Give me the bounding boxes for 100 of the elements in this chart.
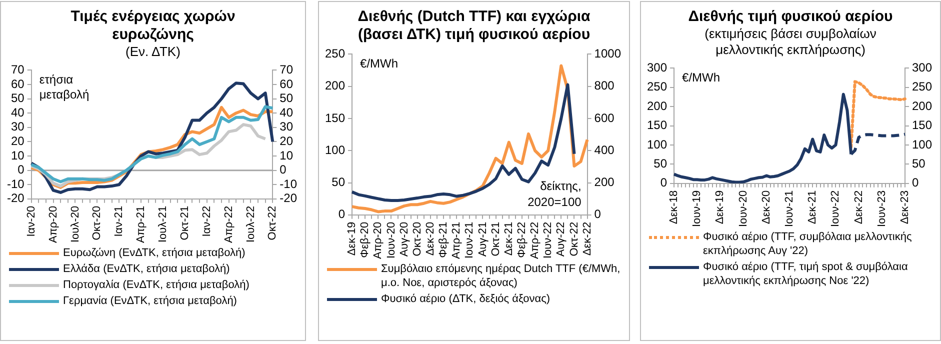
y2-tick-label: -20 [280, 191, 298, 206]
y2-tick-label: 1000 [594, 46, 622, 61]
y2-tick-label: 50 [912, 156, 926, 171]
y2-tick-label: 600 [594, 110, 615, 125]
x-tick-label: Ιαν-20 [25, 206, 38, 237]
y2-tick-label: 100 [912, 137, 932, 152]
y2-tick-label: 200 [912, 98, 932, 113]
y-axis-title: ετήσια μεταβολή [39, 72, 90, 102]
x-tick-label: Απρ-22 [222, 206, 235, 244]
legend-label: Γερμανία (ΕνΔΤΚ, ετήσια μεταβολή) [63, 294, 237, 308]
y-tick-label: 30 [10, 120, 25, 134]
y2-tick-label: 150 [912, 118, 932, 132]
y-tick-label: -20 [7, 191, 25, 206]
x-tick-label: Ιουν-20 [385, 222, 398, 259]
x-tick-label: Φεβ-20 [359, 222, 372, 258]
y2-tick-label: 0 [280, 162, 287, 177]
x-tick-label: Δεκ-20 [760, 190, 772, 224]
x-tick-label: Δεκ-22 [852, 190, 865, 224]
legend-label: Ευρωζώνη (ΕνΔΤΚ, ετήσια μεταβολή) [63, 246, 246, 260]
chart-subtitle: (εκτιμήσεις βάσει συμβολαίων μελλοντικής εκπλήρωσης) [704, 26, 878, 58]
x-tick-label: Οκτ-22 [568, 222, 580, 256]
x-tick-label: Ιαν-22 [200, 206, 213, 237]
legend-label: Φυσικό αέριο (ΔΤΚ, δεξιός άξονας) [381, 292, 550, 306]
y-tick-label: 50 [10, 91, 25, 106]
y-tick-label: 50 [654, 156, 668, 171]
y2-tick-label: 60 [280, 76, 294, 91]
x-tick-label: Ιουν-21 [784, 190, 796, 228]
x-tick-label: Απρ-21 [450, 222, 463, 260]
x-tick-label: Απρ-22 [529, 222, 542, 260]
x-tick-label: Δεκ-19 [714, 190, 726, 224]
y-tick-label: 150 [646, 118, 668, 132]
x-tick-label: Δεκ-18 [668, 190, 680, 224]
chart-subtitle: (Εν. ΔΤΚ) [124, 44, 182, 60]
y-tick-label: 0 [660, 176, 668, 190]
x-tick-label: Απρ-20 [47, 206, 60, 244]
y2-tick-label: 40 [280, 105, 294, 120]
y-tick-label: 150 [324, 110, 346, 125]
y2-tick-label: 50 [280, 91, 294, 106]
y-tick-label: 200 [646, 98, 668, 113]
y2-axis-title: δείκτης, 2020=100 [528, 179, 582, 210]
y-axis-title: €/MWh [682, 70, 720, 85]
chart-title: Διεθνής τιμή φυσικού αερίου [687, 8, 894, 26]
x-tick-label: Φεβ-21 [438, 222, 450, 258]
x-tick-label: Ιαν-21 [113, 206, 126, 237]
y-tick-label: 0 [338, 207, 346, 222]
chart-title: Τιμές ενέργειας χωρών ευρωζώνης [70, 8, 236, 44]
x-tick-label: Δεκ-20 [424, 222, 436, 256]
x-tick-label: Δεκ-21 [502, 222, 515, 256]
y-tick-label: 10 [10, 148, 25, 162]
y2-tick-label: 20 [280, 134, 294, 148]
y-tick-label: 20 [10, 134, 25, 148]
x-tick-label: Οκτ-22 [266, 206, 279, 240]
x-tick-label: Αυγ-20 [398, 222, 410, 257]
y2-tick-label: 0 [594, 207, 602, 222]
y-tick-label: 50 [332, 175, 346, 190]
y-tick-label: 70 [10, 62, 25, 77]
x-tick-label: Οκτ-21 [490, 222, 502, 256]
legend-label: Πορτογαλία (ΕνΔΤΚ, ετήσια μεταβολή) [63, 278, 250, 292]
y2-tick-label: -10 [280, 176, 298, 191]
y2-tick-label: 0 [912, 176, 919, 190]
legend-label: Συμβόλαιο επόμενης ημέρας Dutch TTF (€/MWh, μ.ο. Νοε, αριστερός άξονας) [381, 262, 621, 290]
x-tick-label: Αυγ-21 [476, 222, 489, 257]
x-tick-label: Οκτ-20 [411, 222, 424, 256]
y-tick-label: 200 [324, 78, 346, 93]
x-tick-label: Δεκ-22 [581, 222, 594, 256]
x-tick-label: Απρ-21 [135, 206, 148, 244]
y-tick-label: 0 [18, 162, 25, 177]
legend-label: Φυσικό αέριο (TTF, συμβόλαια μελλοντικής εκπλήρωσης Αυγ '22) [703, 230, 913, 258]
line-series [850, 80, 906, 148]
y2-tick-label: 300 [912, 60, 932, 75]
x-tick-label: Οκτ-20 [91, 206, 104, 240]
y2-tick-label: 800 [594, 78, 615, 93]
x-tick-label: Ιουν-23 [876, 190, 888, 228]
y2-tick-label: 30 [280, 120, 294, 134]
x-tick-label: Ιουν-20 [737, 190, 750, 228]
y-tick-label: 60 [10, 76, 25, 91]
x-tick-label: Ιουλ-21 [157, 206, 169, 243]
x-tick-label: Δεκ-21 [806, 190, 819, 224]
y-axis-title: €/MWh [360, 56, 398, 71]
x-tick-label: Οκτ-21 [178, 206, 191, 240]
y2-tick-label: 200 [594, 175, 615, 190]
y-tick-label: 100 [646, 137, 668, 152]
x-tick-label: Ιουλ-20 [69, 206, 82, 243]
y2-tick-label: 10 [280, 148, 294, 162]
x-tick-label: Δεκ-23 [899, 190, 912, 224]
legend-label: Φυσικό αέριο (TTF, τιμή spot & συμβόλαια μελλοντικής εκπλήρωσης Νοε '22) [703, 260, 909, 288]
chart-title: Διεθνής (Dutch TTF) και εγχώρια (βασει ΔΤΚ) τιμή φυσικού αερίου [356, 8, 592, 44]
y2-tick-label: 250 [912, 80, 932, 94]
x-tick-label: Ιουν-21 [464, 222, 476, 259]
y-tick-label: -10 [7, 176, 25, 191]
x-tick-label: Ιουλ-22 [244, 206, 257, 243]
x-tick-label: Απρ-20 [372, 222, 384, 260]
legend-label: Ελλάδα (ΕνΔΤΚ, ετήσια μεταβολή) [63, 262, 230, 276]
y-tick-label: 250 [324, 46, 346, 61]
x-tick-label: Ιουν-22 [542, 222, 554, 259]
x-tick-label: Ιουν-19 [691, 190, 704, 228]
x-tick-label: Φεβ-22 [516, 222, 528, 258]
y2-tick-label: 400 [594, 142, 615, 157]
y-tick-label: 100 [324, 142, 346, 157]
y2-tick-label: 70 [280, 62, 294, 77]
